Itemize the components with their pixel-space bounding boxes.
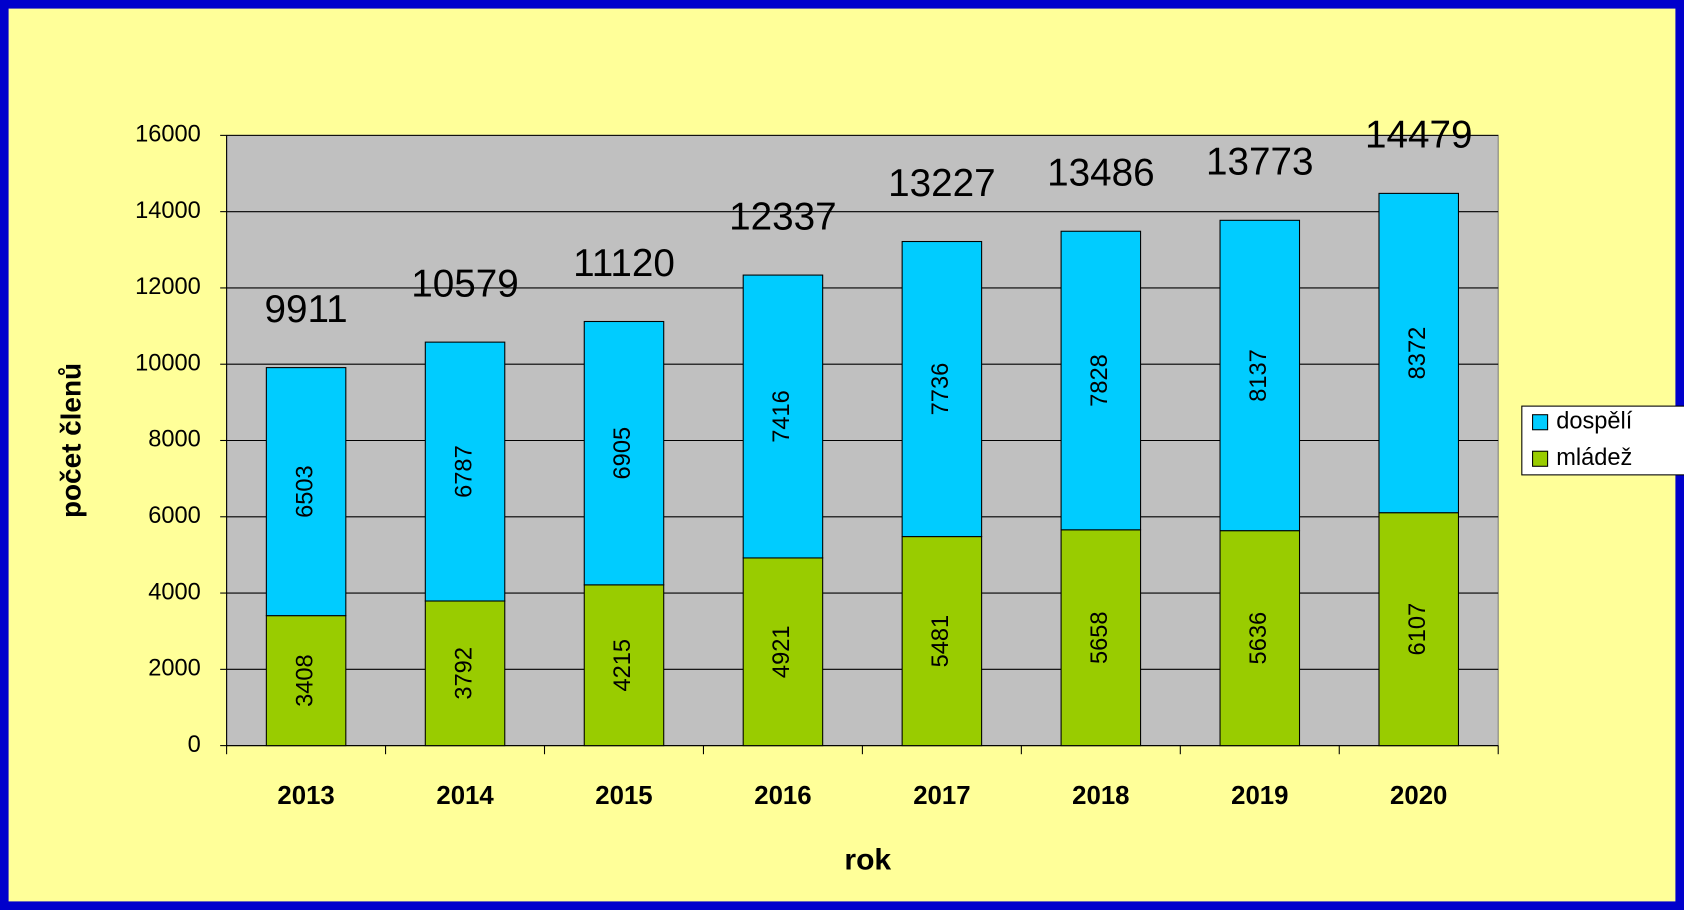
total-label: 13773 [1206,141,1313,184]
data-label: 7828 [1087,354,1113,407]
legend-label: mládež [1556,445,1632,471]
legend-swatch [1532,414,1549,431]
total-label: 11120 [573,242,675,285]
y-tick-label: 14000 [135,198,201,224]
x-tick-label: 2020 [1390,782,1447,810]
x-tick-label: 2018 [1072,782,1129,810]
bar-segment [742,557,824,747]
bar-segment [1219,530,1301,747]
bar-segment [1060,230,1142,531]
data-label: 6787 [451,445,477,498]
bar-segment [1378,512,1460,747]
bar-segment [265,615,347,747]
bar-segment [424,341,506,602]
y-tick-label: 16000 [135,122,201,148]
y-tick-label: 6000 [148,503,201,529]
total-label: 9911 [265,288,348,331]
bar-segment [901,240,983,538]
data-label: 4921 [769,625,795,678]
legend: dospělí mládež [1521,405,1684,476]
y-tick-label: 8000 [148,427,201,453]
data-label: 8137 [1246,349,1272,402]
total-label: 12337 [729,195,836,238]
bar-segment [1219,219,1301,532]
data-label: 3792 [451,647,477,700]
data-label: 5658 [1087,611,1113,664]
x-axis-title: rok [844,844,891,877]
x-tick-label: 2014 [436,782,494,810]
data-label: 5481 [928,615,954,668]
data-label: 7736 [928,363,954,416]
x-tick-label: 2017 [913,782,970,810]
bar-segment [424,600,506,747]
y-tick-label: 4000 [148,579,201,605]
data-label: 3408 [292,654,318,707]
bar-segment [583,320,665,586]
data-label: 7416 [769,390,795,443]
y-axis-title: počet členů [55,363,86,518]
total-label: 13486 [1047,152,1154,195]
data-label: 6503 [292,465,318,518]
x-tick-label: 2013 [277,782,334,810]
y-tick-label: 12000 [135,274,201,300]
data-label: 8372 [1405,327,1431,380]
x-tick-label: 2019 [1231,782,1288,810]
total-label: 13227 [888,162,995,205]
y-tick-label: 0 [188,732,201,758]
x-tick-label: 2016 [754,782,811,810]
x-tick-label: 2015 [595,782,652,810]
bar-segment [1378,192,1460,514]
data-label: 6905 [610,427,636,480]
legend-swatch [1532,450,1549,467]
data-label: 6107 [1405,603,1431,656]
bar-segment [742,274,824,559]
total-label: 14479 [1365,114,1472,157]
legend-box [1521,405,1684,476]
y-tick-label: 2000 [148,656,201,682]
legend-label: dospělí [1556,408,1633,434]
bar-segment [583,584,665,747]
y-tick-label: 10000 [135,350,201,376]
bar-segment [265,367,347,617]
data-label: 4215 [610,639,636,692]
bar-segment [901,536,983,747]
data-label: 5636 [1246,612,1272,665]
total-label: 10579 [411,262,518,305]
bar-segment [1060,529,1142,747]
